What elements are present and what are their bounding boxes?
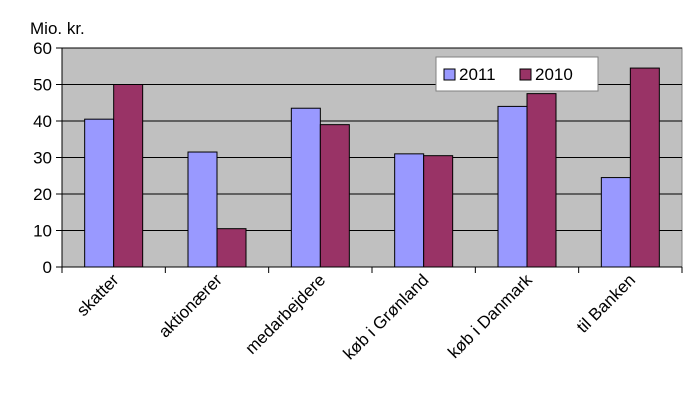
y-tick-label: 40 — [33, 112, 52, 131]
bar-2010-2 — [319, 124, 350, 268]
legend-label-2011: 2011 — [459, 65, 496, 84]
legend-swatch-2011 — [443, 68, 456, 81]
x-tick-label: til Banken — [573, 270, 639, 336]
bar-2010-1 — [216, 228, 247, 268]
y-tick-label: 0 — [43, 258, 52, 277]
y-tick-label: 60 — [33, 39, 52, 58]
bar-2011-3 — [394, 153, 425, 268]
bar-2011-1 — [187, 151, 218, 268]
y-tick-label: 20 — [33, 185, 52, 204]
bar-2011-0 — [84, 118, 115, 268]
x-tick-label: skatter — [73, 270, 123, 320]
x-tick-label: aktionærer — [155, 270, 226, 341]
y-tick-label: 50 — [33, 76, 52, 95]
x-tick-label: medarbejdere — [242, 270, 330, 358]
y-tick-label: 10 — [33, 222, 52, 241]
bar-2010-0 — [113, 84, 144, 268]
gridlines — [62, 47, 682, 231]
x-tick-label: køb i Grønland — [340, 270, 433, 363]
x-axis — [61, 48, 683, 273]
y-tick-label: 30 — [33, 149, 52, 168]
legend-label-2010: 2010 — [535, 65, 573, 84]
bar-2011-5 — [600, 177, 631, 268]
bar-2010-4 — [526, 93, 557, 268]
legend-box — [435, 56, 599, 92]
legend: 2011 2010 — [435, 56, 599, 92]
y-axis-label: Mio. kr. — [30, 19, 85, 38]
legend-swatch-2010 — [519, 68, 532, 81]
x-axis-tick-labels: skatter aktionærer medarbejdere køb i Grønl… — [73, 270, 639, 363]
y-axis-ticks: 0 10 20 30 40 50 60 — [33, 39, 62, 277]
bar-2010-3 — [423, 155, 454, 268]
bar-2011-2 — [290, 107, 321, 268]
x-tick-label: køb i Danmark — [444, 270, 536, 362]
bar-2010-5 — [629, 67, 660, 268]
bar-2011-4 — [497, 105, 528, 268]
